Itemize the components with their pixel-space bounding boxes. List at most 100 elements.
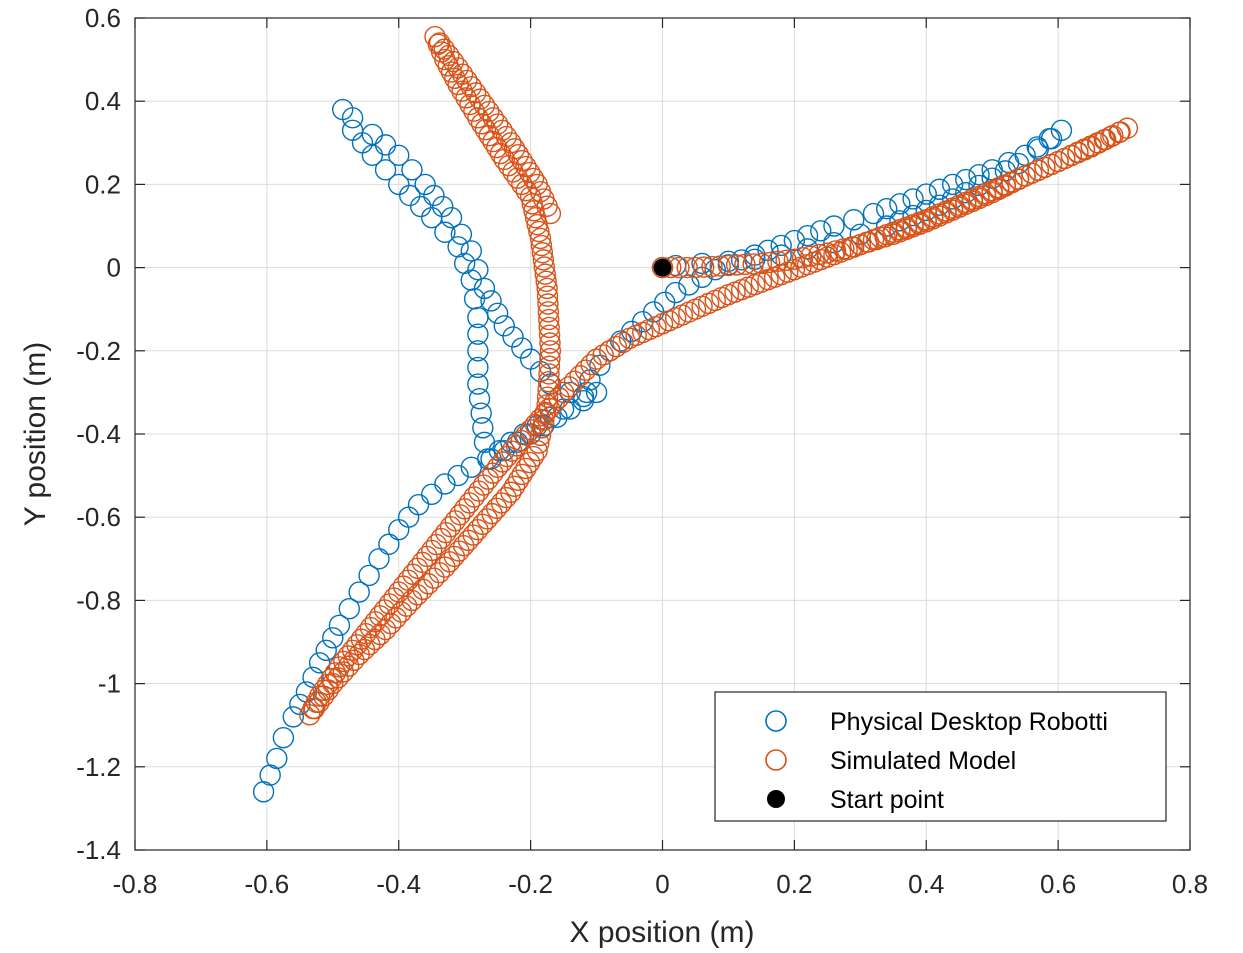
start-point-marker: [653, 258, 672, 277]
physical-marker: [472, 417, 494, 439]
simulated-marker: [529, 424, 552, 447]
simulated-marker: [502, 161, 524, 183]
physical-marker: [862, 202, 885, 225]
simulated-marker: [529, 227, 552, 250]
simulated-marker: [519, 186, 542, 208]
physical-marker: [589, 354, 611, 377]
physical-marker: [467, 373, 489, 395]
simulated-marker: [574, 359, 597, 381]
legend-label-physical: Physical Desktop Robotti: [830, 708, 1108, 736]
simulated-marker: [482, 130, 504, 153]
physical-marker: [968, 163, 990, 186]
simulated-marker: [447, 57, 469, 79]
physical-marker: [500, 431, 522, 454]
simulated-marker: [464, 82, 487, 104]
physical-marker: [423, 184, 445, 207]
physical-marker: [467, 258, 489, 281]
legend-label-start: Start point: [830, 786, 944, 814]
simulated-marker: [473, 94, 496, 117]
physical-marker: [388, 518, 410, 541]
simulated-marker: [526, 439, 548, 462]
physical-marker: [783, 229, 806, 252]
legend-box: [714, 691, 1167, 822]
y-tick-label: 0.2: [85, 169, 121, 199]
physical-marker: [463, 288, 486, 310]
legend-marker-simulated: [765, 749, 787, 771]
y-tick-label: 0.6: [85, 3, 121, 33]
simulated-marker: [463, 100, 485, 122]
simulated-marker: [503, 138, 526, 160]
physical-marker: [460, 269, 482, 291]
simulated-marker: [725, 254, 748, 276]
physical-marker: [468, 387, 491, 410]
physical-marker: [447, 464, 469, 487]
physical-marker: [889, 193, 911, 215]
physical-marker: [374, 159, 397, 181]
simulated-marker: [537, 301, 560, 323]
x-tick-label: 0.8: [1172, 869, 1208, 899]
physical-marker: [915, 183, 937, 205]
y-tick-label: 0.4: [85, 86, 121, 116]
y-tick-label: -1: [98, 669, 121, 699]
simulated-marker: [528, 432, 550, 454]
simulated-marker: [456, 69, 478, 92]
physical-marker: [488, 439, 511, 462]
simulated-marker: [333, 650, 355, 673]
simulated-marker: [417, 573, 440, 595]
simulated-marker: [500, 481, 522, 503]
physical-marker: [388, 173, 410, 196]
physical-marker: [770, 234, 792, 257]
physical-marker: [470, 402, 492, 424]
simulated-marker: [536, 394, 558, 416]
physical-marker: [691, 252, 713, 275]
physical-marker: [399, 184, 421, 207]
physical-marker: [252, 781, 275, 803]
simulated-marker: [734, 253, 756, 276]
simulated-marker: [585, 348, 608, 370]
simulated-marker: [701, 255, 723, 278]
y-tick-label: 0: [107, 253, 121, 283]
physical-marker: [1038, 127, 1061, 150]
simulated-marker: [469, 88, 491, 110]
simulated-marker: [478, 124, 500, 147]
physical-marker: [421, 206, 443, 229]
physical-marker: [796, 225, 819, 247]
simulated-marker: [717, 254, 740, 277]
physical-marker: [315, 639, 337, 662]
physical-marker: [502, 326, 524, 348]
physical-marker: [533, 414, 555, 437]
simulated-marker: [791, 247, 814, 269]
physical-marker: [322, 627, 344, 649]
physical-marker: [511, 337, 533, 359]
simulated-marker: [459, 93, 481, 116]
tick-labels: -0.8 -0.6 -0.4 -0.2 0 0.2 0.4 0.6 0.8 0.6 0.4 0.2 0 -…: [76, 3, 1208, 899]
physical-marker: [460, 240, 482, 262]
simulated-marker: [534, 263, 556, 285]
physical-marker: [572, 390, 595, 412]
start-point-markers: [653, 258, 672, 277]
physical-marker: [434, 473, 456, 495]
simulated-marker: [563, 370, 586, 393]
simulated-marker: [455, 87, 477, 109]
physical-marker: [480, 290, 502, 312]
physical-marker: [875, 197, 898, 220]
simulated-marker: [518, 451, 541, 474]
simulated-marker: [533, 256, 555, 278]
simulated-marker: [538, 363, 560, 385]
physical-marker: [467, 323, 489, 345]
physical-marker: [272, 726, 295, 749]
legend-marker-start: [767, 790, 785, 808]
simulated-marker: [580, 353, 602, 376]
x-tick-label: 0.6: [1040, 869, 1076, 899]
simulated-marker: [684, 256, 707, 279]
y-axis-label: Y position (m): [19, 342, 52, 527]
physical-marker: [823, 215, 845, 237]
legend-label-simulated: Simulated Model: [830, 747, 1016, 775]
simulated-marker: [539, 347, 561, 370]
simulated-marker: [742, 253, 764, 275]
physical-marker: [401, 159, 423, 181]
series-layer: [252, 26, 1139, 803]
x-tick-label: 0: [655, 869, 669, 899]
simulated-marker: [538, 324, 561, 346]
